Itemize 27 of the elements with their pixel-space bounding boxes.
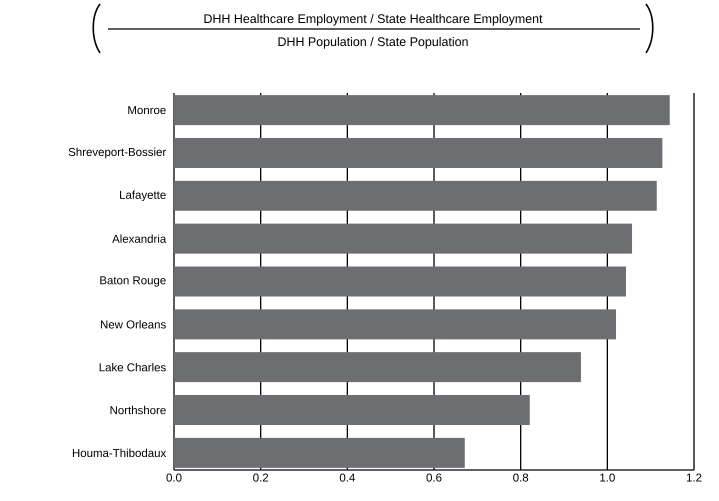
bar	[174, 395, 530, 426]
x-tick-label: 0.0	[166, 474, 182, 482]
y-tick-label: Baton Rouge	[100, 276, 166, 287]
x-tick-label: 0.2	[253, 474, 268, 482]
x-tick-label: 1.0	[600, 474, 615, 482]
bar	[174, 95, 670, 126]
bar	[174, 266, 626, 296]
x-tick-label: 1.2	[686, 474, 702, 482]
y-tick-label: Houma-Thibodaux	[72, 448, 166, 458]
chart-title: DHH Healthcare Employment / State Healthcare Employment	[204, 14, 542, 26]
bar	[174, 138, 662, 168]
bar	[174, 438, 465, 468]
chart-subtitle: DHH Population / State Population	[278, 36, 468, 49]
y-tick-label: New Orleans	[100, 320, 166, 329]
y-tick-label: Monroe	[128, 106, 166, 114]
bar	[174, 352, 581, 382]
bar	[174, 224, 632, 254]
x-tick-label: 0.4	[340, 474, 355, 482]
x-tick-label: 0.6	[426, 474, 442, 482]
y-tick-label: Lake Charles	[100, 362, 166, 372]
y-tick-label: Northshore	[110, 406, 166, 414]
bar	[174, 309, 616, 340]
y-tick-label: Alexandria	[112, 234, 166, 243]
y-tick-label: Shreveport-Bossier	[68, 148, 166, 158]
bar	[174, 180, 657, 211]
x-tick-label: 0.8	[513, 474, 528, 482]
y-tick-label: Lafayette	[120, 190, 166, 202]
